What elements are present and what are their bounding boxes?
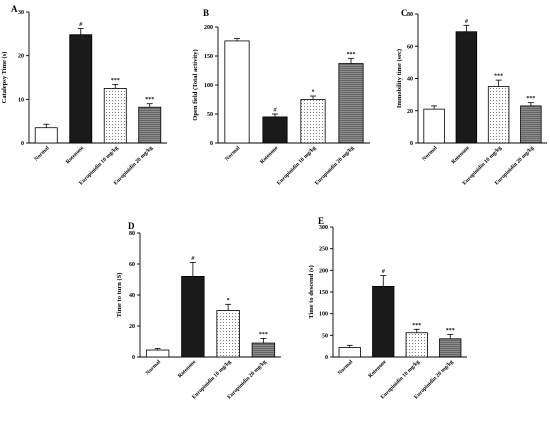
panel-b: B 0 50 100 150 200 Open field (Total activity)… (192, 8, 370, 186)
bar (455, 31, 478, 144)
bar (103, 88, 127, 144)
y-tick-label: 0 (410, 141, 413, 147)
y-tick-label: 50 (207, 112, 213, 118)
y-tick-label: 100 (319, 312, 328, 318)
y-axis-title: Catalepsy Time (s) (1, 52, 8, 104)
y-tick-label: 250 (319, 247, 328, 253)
y-tick-label: 150 (319, 290, 328, 296)
bar (69, 34, 93, 144)
category-label: Normal (337, 359, 355, 377)
category-label: Europinidin 10 mg/kg (191, 359, 232, 400)
bar (224, 40, 250, 144)
y-tick-label: 20 (129, 324, 135, 330)
panel-letter: B (203, 8, 209, 18)
category-label: Rotenone (65, 145, 86, 166)
panel-c: C 0 20 40 60 80 Immobility time (sec) Normal # Ro… (396, 8, 547, 186)
y-tick-label: 150 (204, 54, 213, 60)
category-label: Europinidin 20 mg/kg (314, 145, 355, 186)
y-tick-label: 0 (210, 141, 213, 147)
significance-label: *** (494, 74, 503, 80)
bar (372, 285, 395, 358)
y-tick-label: 20 (18, 54, 24, 60)
category-label: Rotenone (259, 145, 280, 166)
category-label: Europinidin 10 mg/kg (276, 145, 317, 186)
bar (251, 342, 276, 358)
category-label: Rotenone (367, 359, 388, 380)
panel-letter: A (11, 4, 18, 14)
panel-letter: D (128, 221, 135, 231)
significance-label: *** (145, 97, 154, 103)
significance-label: *** (526, 96, 535, 102)
category-label: Rotenone (451, 145, 472, 166)
bar (181, 275, 205, 358)
panel-a: A 0 10 20 30 Catalepsy Time (s) Normal # Rotenon… (1, 4, 167, 186)
bar (338, 63, 364, 144)
y-tick-label: 20 (407, 109, 413, 115)
significance-label: *** (259, 332, 268, 338)
bar (216, 310, 240, 358)
bar (439, 338, 462, 358)
significance-label: *** (446, 328, 455, 334)
y-tick-label: 30 (18, 10, 24, 16)
y-tick-label: 50 (322, 333, 328, 339)
significance-label: # (78, 22, 83, 28)
significance-label: * (227, 298, 230, 304)
y-tick-label: 0 (325, 355, 328, 361)
bar (520, 105, 542, 144)
significance-label: *** (412, 323, 421, 329)
panel-letter: E (318, 216, 324, 226)
y-tick-label: 60 (129, 262, 135, 268)
y-axis-title: Immobility time (sec) (396, 49, 403, 108)
y-tick-label: 10 (18, 97, 24, 103)
y-axis-title: Time to descend (s) (308, 265, 315, 319)
panel-letter: C (401, 8, 408, 18)
significance-label: *** (347, 52, 356, 58)
significance-label: * (312, 90, 315, 96)
y-axis-title: Open field (Total activity) (192, 49, 199, 120)
bar (405, 332, 428, 358)
significance-label: # (381, 269, 386, 275)
bar (338, 347, 361, 358)
bar (145, 349, 170, 358)
category-label: Europinidin 20 mg/kg (226, 359, 267, 400)
y-tick-label: 0 (132, 355, 135, 361)
y-tick-label: 80 (129, 231, 135, 237)
significance-label: # (464, 19, 469, 25)
category-label: Rotenone (177, 359, 198, 380)
significance-label: # (190, 256, 195, 262)
significance-label: # (273, 108, 278, 114)
category-label: Normal (224, 145, 242, 163)
bar (34, 127, 58, 144)
y-tick-label: 80 (407, 12, 413, 18)
category-label: Normal (421, 145, 439, 163)
panel-d: D 0 20 40 60 80 Time to turn (S) Normal # Rotenon… (116, 221, 281, 400)
category-label: Europinidin 20 mg/kg (113, 145, 154, 186)
bar (262, 116, 288, 144)
significance-label: *** (111, 78, 120, 84)
y-tick-label: 300 (319, 225, 328, 231)
y-tick-label: 200 (204, 25, 213, 31)
y-tick-label: 40 (129, 293, 135, 299)
category-label: Normal (33, 145, 51, 163)
bar (300, 99, 326, 144)
category-label: Normal (145, 359, 163, 377)
y-tick-label: 40 (407, 77, 413, 83)
category-label: Europinidin 20 mg/kg (413, 359, 454, 400)
y-tick-label: 100 (204, 83, 213, 89)
bar (138, 106, 162, 144)
bar (423, 108, 445, 144)
y-tick-label: 60 (407, 44, 413, 50)
bar (487, 86, 510, 144)
y-tick-label: 0 (21, 141, 24, 147)
panel-e: E 0 50 100 150 200 250 300 Time to descend (s) No… (308, 216, 467, 400)
y-axis-title: Time to turn (S) (116, 273, 123, 318)
y-tick-label: 200 (319, 268, 328, 274)
